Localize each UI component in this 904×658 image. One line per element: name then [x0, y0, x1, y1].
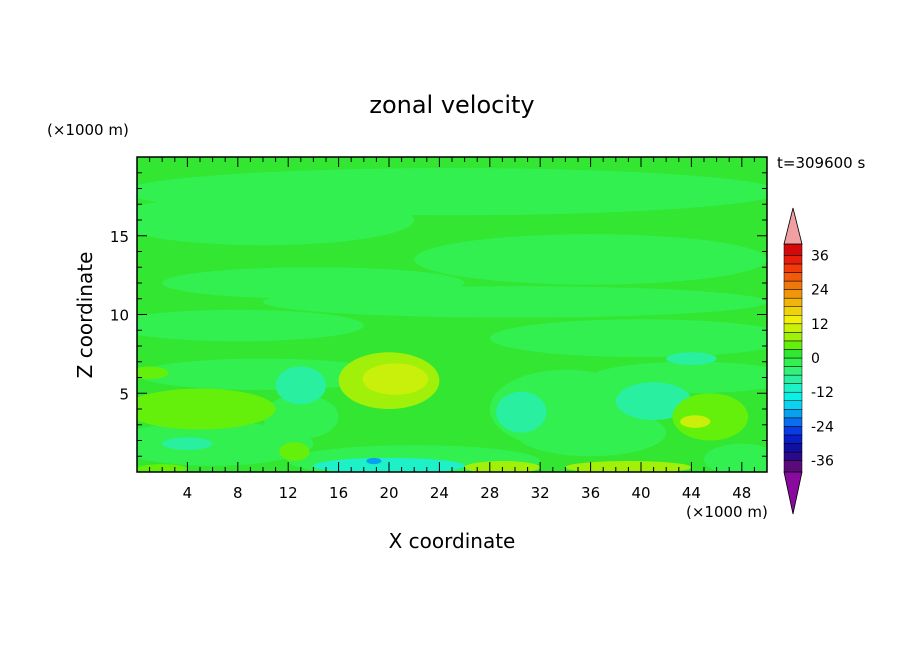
colorbar-segment — [783, 306, 803, 316]
colorbar-segment — [783, 315, 803, 325]
time-label: t=309600 s — [777, 154, 865, 172]
contour-patch — [496, 391, 547, 433]
colorbar-segment — [783, 460, 803, 473]
colorbar-under-arrow — [783, 471, 803, 515]
x-unit-label: (×1000 m) — [686, 503, 768, 521]
contour-patch — [137, 366, 169, 380]
colorbar-label: -24 — [811, 419, 834, 435]
x-axis: 4 8 12 16 20 24 28 32 36 40 44 48 — [149, 157, 755, 502]
contour-patch — [263, 394, 339, 439]
colorbar-segment — [783, 443, 803, 453]
y-tick-label: 5 — [119, 385, 129, 403]
colorbar-label: 0 — [811, 351, 820, 367]
contour-patch — [489, 319, 767, 358]
contour-patch — [137, 309, 364, 342]
colorbar-segment — [783, 332, 803, 342]
contour-patch — [263, 286, 767, 318]
colorbar-segment — [783, 243, 803, 256]
x-tick-label: 48 — [732, 484, 751, 502]
contour-patch — [515, 409, 667, 457]
y-axis-label: Z coordinate — [73, 252, 97, 379]
colorbar-segment — [783, 289, 803, 299]
colorbar-segment — [783, 409, 803, 419]
contour-patch — [615, 382, 692, 421]
x-tick-label: 24 — [430, 484, 449, 502]
chart-title: zonal velocity — [369, 91, 534, 119]
contour-patch — [362, 363, 429, 395]
contour-patch — [672, 393, 749, 441]
colorbar-segment — [783, 426, 803, 436]
y-unit-label: (×1000 m) — [47, 121, 129, 139]
colorbar-segment — [783, 391, 803, 402]
contour-patch — [279, 442, 310, 461]
colorbar-segment — [783, 340, 803, 350]
colorbar-segment — [783, 366, 803, 376]
colorbar-segment — [783, 263, 803, 273]
colorbar-label: 36 — [811, 248, 829, 264]
x-tick-label: 40 — [631, 484, 650, 502]
x-tick-label: 44 — [682, 484, 701, 502]
contour-field — [137, 157, 767, 472]
colorbar-segment — [783, 272, 803, 282]
y-tick-label: 15 — [110, 228, 129, 246]
colorbar-segment — [783, 434, 803, 444]
x-tick-label: 28 — [480, 484, 499, 502]
colorbar-label: -36 — [811, 454, 834, 470]
x-tick-label: 16 — [329, 484, 348, 502]
contour-patch — [565, 460, 692, 472]
colorbar: 36 24 12 0 -12 -24 -36 — [783, 207, 834, 515]
y-tick-label: 10 — [110, 307, 129, 325]
colorbar-label: 12 — [811, 317, 829, 333]
contour-patch — [137, 421, 314, 466]
colorbar-segment — [783, 451, 803, 461]
x-tick-label: 36 — [581, 484, 600, 502]
colorbar-segment — [783, 400, 803, 410]
x-tick-label: 20 — [379, 484, 398, 502]
contour-patch — [137, 358, 389, 391]
colorbar-over-arrow — [783, 207, 803, 245]
contour-patch — [137, 388, 276, 430]
contour-patch — [464, 460, 541, 472]
colorbar-segment — [783, 374, 803, 384]
contour-patch — [666, 352, 717, 365]
colorbar-segment — [783, 417, 803, 427]
colorbar-label: 24 — [811, 283, 829, 299]
colorbar-segment — [783, 383, 803, 393]
contour-patch — [704, 443, 767, 472]
contour-patch — [680, 415, 711, 428]
x-tick-label: 4 — [183, 484, 193, 502]
x-tick-label: 32 — [531, 484, 550, 502]
colorbar-label: -12 — [811, 385, 834, 401]
colorbar-segment — [783, 357, 803, 367]
colorbar-segment — [783, 323, 803, 333]
x-axis-label: X coordinate — [389, 529, 516, 553]
contour-patch — [275, 366, 326, 405]
colorbar-segment — [783, 280, 803, 290]
contour-patch — [162, 437, 213, 450]
x-tick-label: 12 — [279, 484, 298, 502]
y-axis: 5 10 15 — [110, 172, 767, 457]
colorbar-segment — [783, 349, 803, 359]
contour-patch — [137, 194, 415, 246]
colorbar-segment — [783, 297, 803, 307]
colorbar-segment — [783, 255, 803, 265]
contour-patch — [414, 234, 767, 285]
contour-patch — [590, 361, 767, 394]
x-tick-label: 8 — [233, 484, 243, 502]
contour-patch — [366, 457, 382, 465]
